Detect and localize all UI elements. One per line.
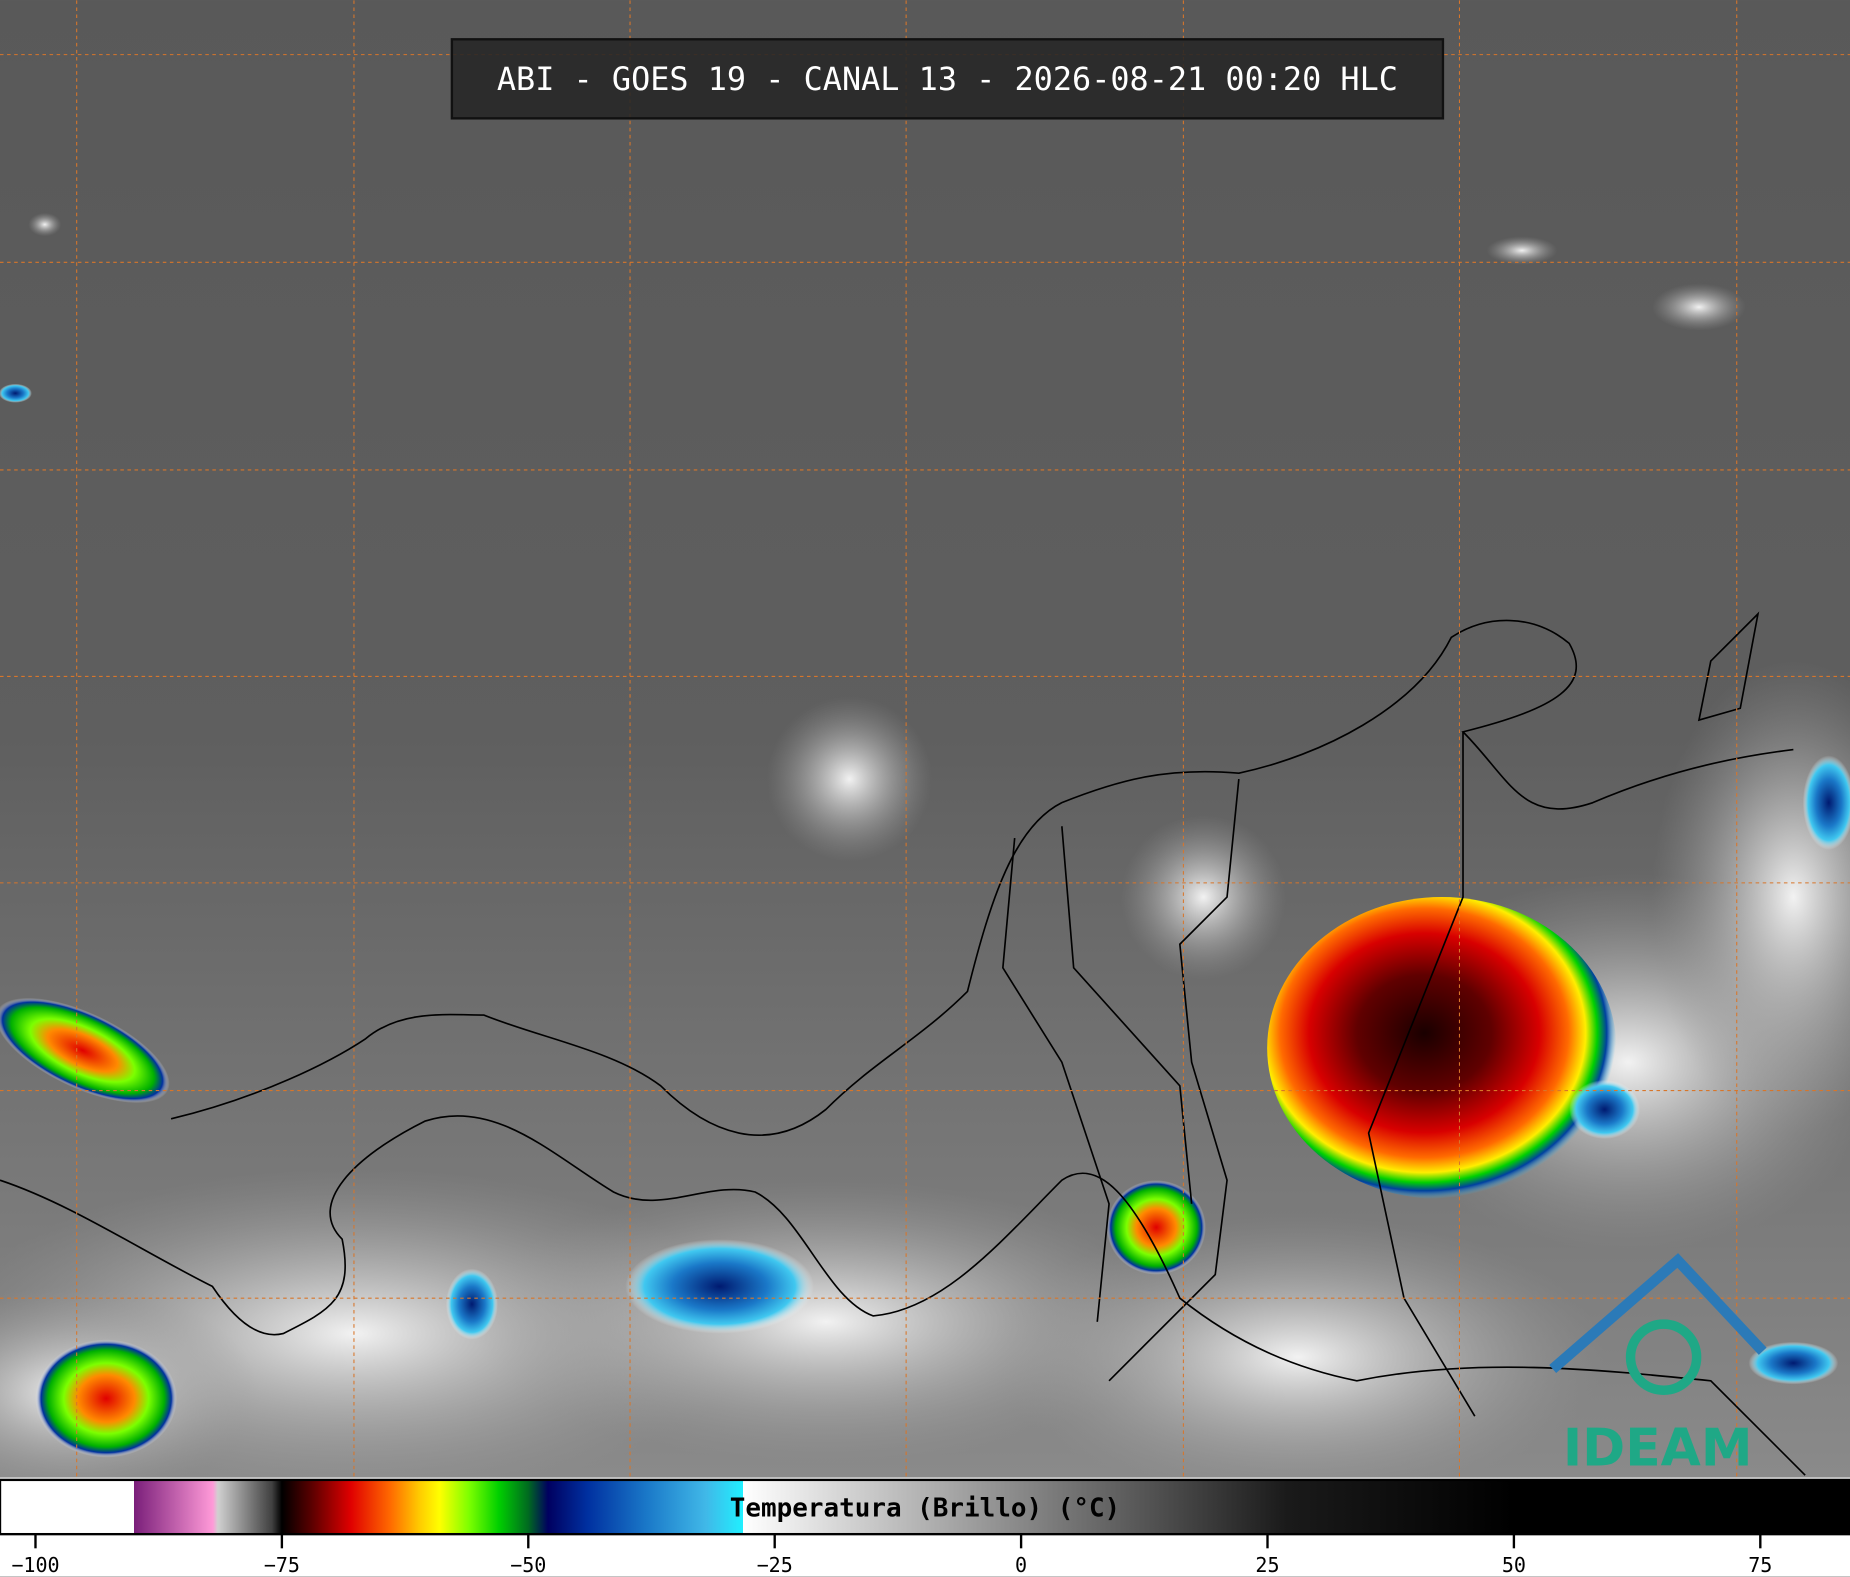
graticule <box>0 0 1850 1478</box>
borders <box>0 611 1806 1476</box>
tick-label: 0 <box>1015 1553 1027 1577</box>
logo: IDEAM <box>1549 1253 1767 1479</box>
logo-swirl <box>1625 1319 1702 1395</box>
tick-label: −25 <box>757 1553 793 1577</box>
tick-label: −75 <box>264 1553 300 1577</box>
tick-label: 50 <box>1502 1553 1526 1577</box>
title-box <box>450 38 1445 120</box>
tick-label: −50 <box>510 1553 546 1577</box>
tick-label: 25 <box>1255 1553 1279 1577</box>
colorbar: Temperatura (Brillo) (°C) −100 −75 −50 −25 0 2… <box>0 1478 1850 1577</box>
cloud-tops <box>0 383 1850 1458</box>
colorbar-gradient <box>0 1478 1850 1536</box>
logo-roof <box>1549 1253 1767 1373</box>
logo-text: IDEAM <box>1563 1419 1753 1479</box>
clouds <box>0 212 1850 1499</box>
tick-label: −100 <box>11 1553 59 1577</box>
title: ABI - GOES 19 - CANAL 13 - 2026-08-21 00… <box>497 60 1398 98</box>
tick-label: 75 <box>1748 1553 1772 1577</box>
colorbar-label: Temperatura (Brillo) (°C) <box>730 1493 1120 1523</box>
